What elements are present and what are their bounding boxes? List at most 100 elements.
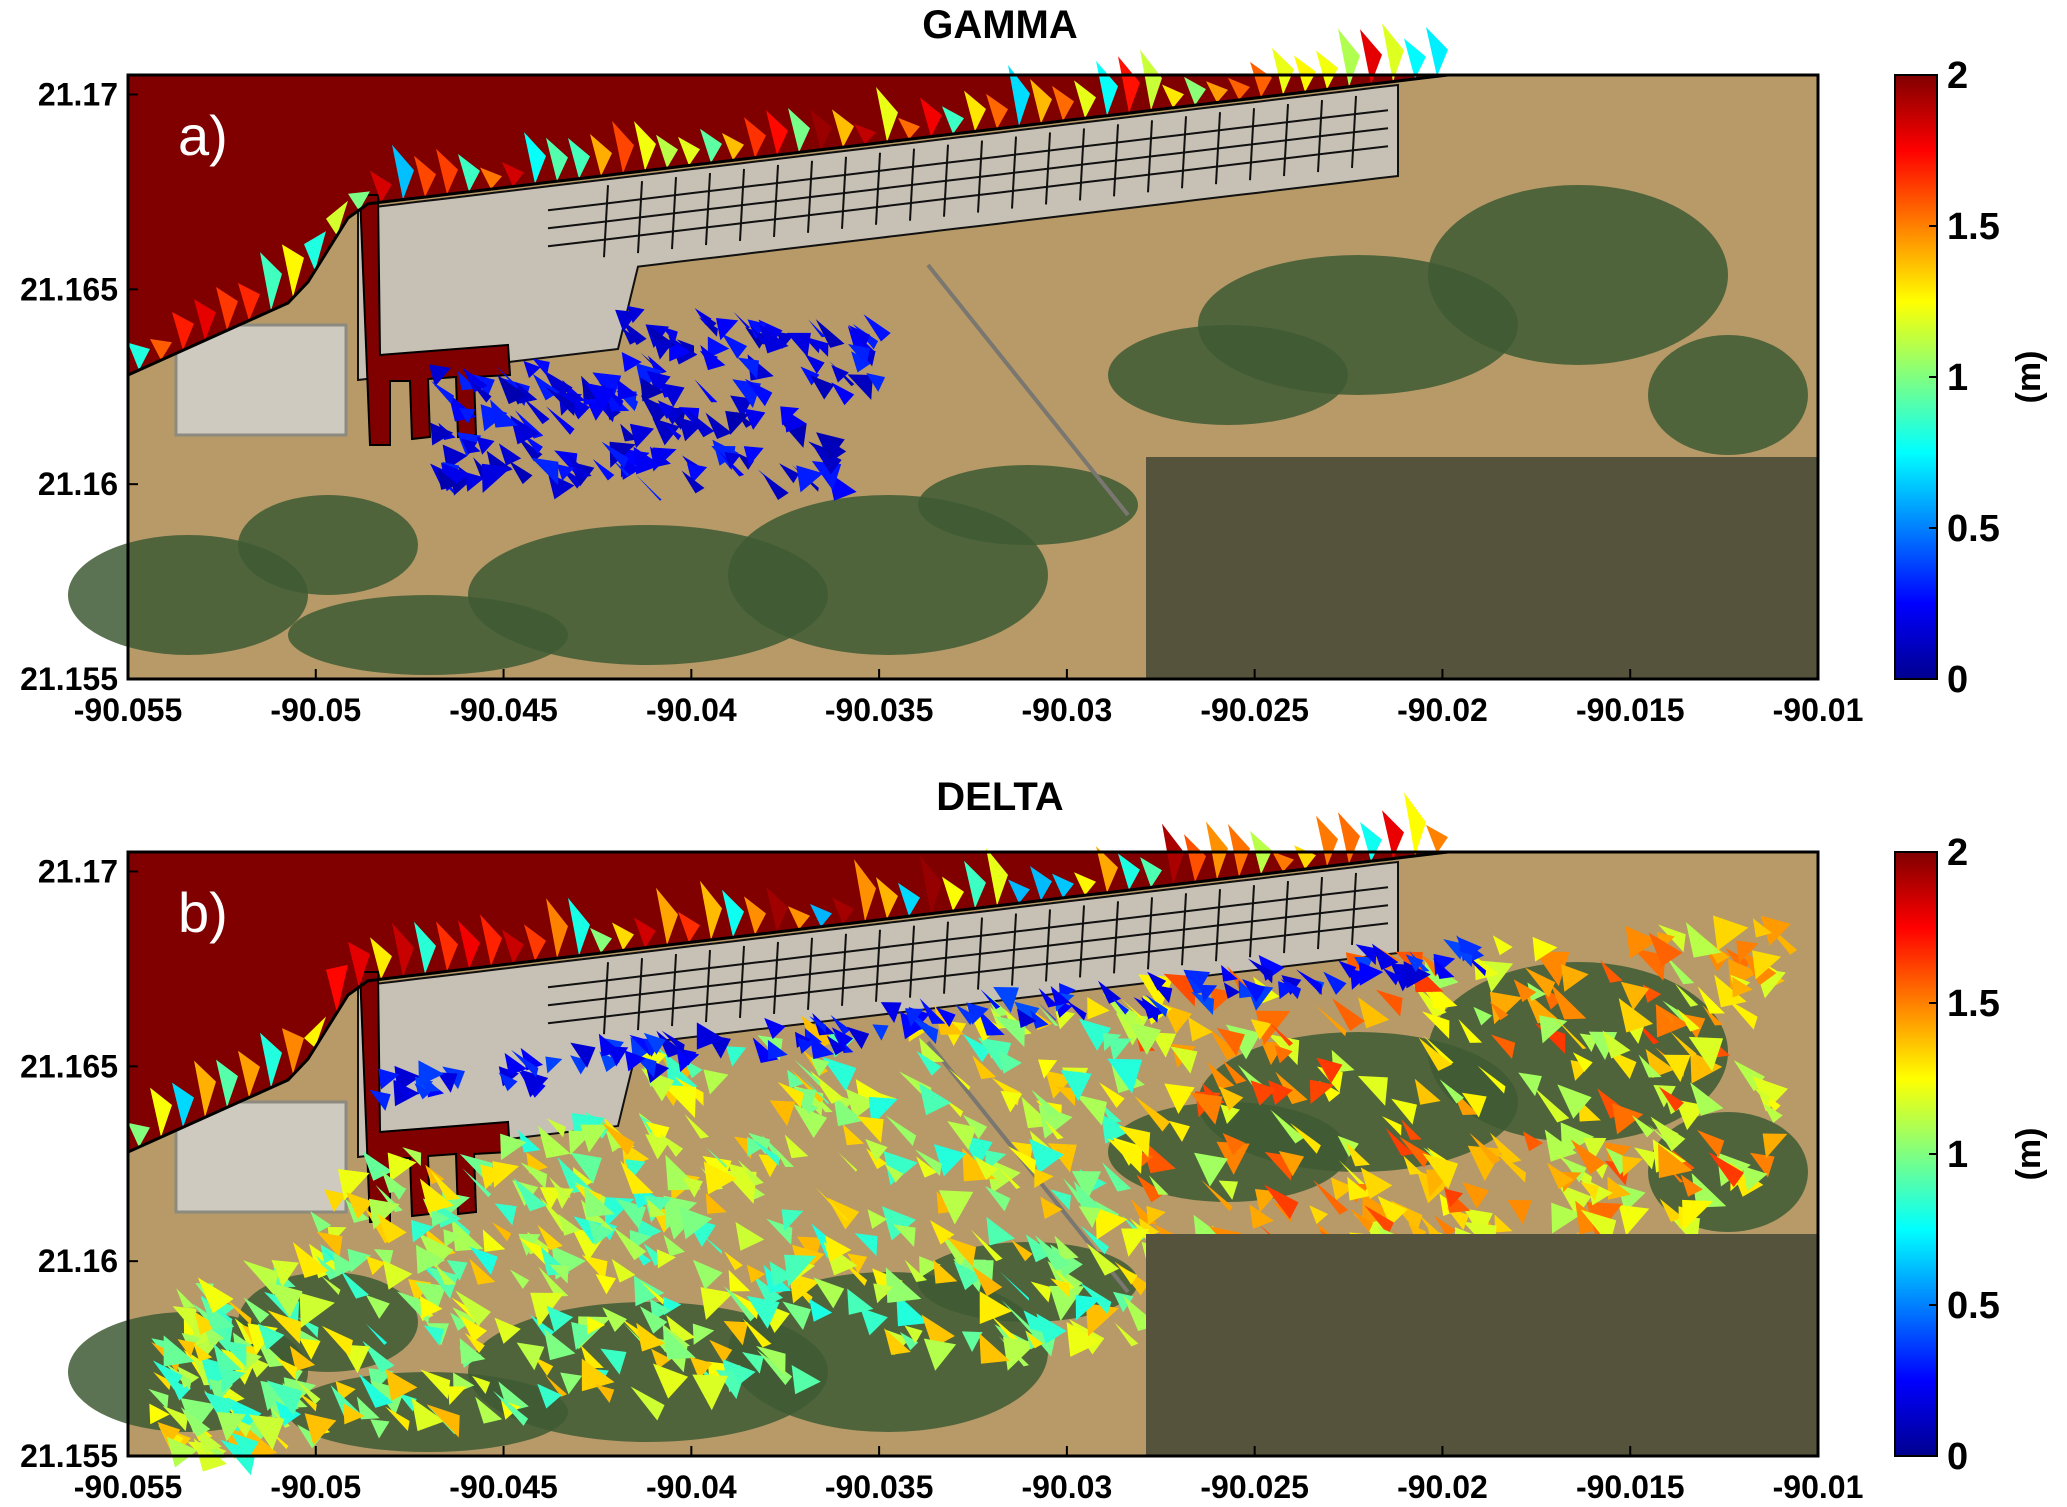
flood-cell (378, 1068, 400, 1090)
flood-cell (492, 1161, 520, 1188)
y-tick-label: 21.16 (38, 1243, 118, 1279)
flood-cell (1513, 979, 1537, 1003)
flood-cell (411, 1219, 434, 1243)
flood-cell (340, 1270, 369, 1299)
flood-cell (260, 1032, 282, 1088)
street (547, 127, 1389, 230)
flood-cell (1223, 982, 1241, 999)
flood-cell (583, 1186, 615, 1218)
flood-cell (898, 117, 920, 140)
flood-cell (1140, 857, 1162, 888)
flood-cell (645, 1134, 671, 1160)
x-tick-label: -90.045 (449, 1469, 558, 1505)
flood-cell (532, 358, 550, 376)
flood-cell (1663, 1054, 1691, 1083)
flood-cell (402, 1147, 422, 1167)
flood-cell (153, 1372, 172, 1391)
flood-cell (419, 1178, 454, 1213)
flood-cell (1008, 879, 1030, 904)
flood-cell (362, 1340, 395, 1373)
flood-cell (464, 1332, 485, 1354)
flood-cell (1489, 1132, 1522, 1165)
flood-cell (914, 1149, 942, 1177)
flood-cell (692, 1374, 728, 1411)
flood-cell (502, 929, 524, 964)
flood-cell (703, 1161, 737, 1195)
flood-cell (490, 399, 519, 428)
flood-cell (1209, 1028, 1241, 1060)
flood-cell (1220, 1104, 1240, 1124)
flood-cell (1364, 1205, 1394, 1235)
flood-cell (260, 252, 282, 311)
flood-cell (1742, 1165, 1768, 1192)
flood-cell (847, 374, 873, 400)
flood-cell (1044, 1120, 1064, 1140)
flood-cell (1309, 1205, 1329, 1225)
flood-cell (845, 1088, 877, 1120)
flood-cell (177, 1366, 200, 1389)
flood-cell (611, 458, 630, 477)
flood-cell (1268, 1080, 1293, 1105)
flood-cell (460, 1315, 488, 1343)
flood-cell (1658, 1086, 1684, 1112)
flood-cell (365, 1295, 390, 1319)
flood-cell (830, 1014, 851, 1035)
flood-cell (1659, 1198, 1684, 1222)
flood-cell (1255, 1010, 1291, 1046)
flood-cell (321, 1325, 353, 1357)
flood-cell (653, 339, 674, 360)
flood-cell (971, 1265, 1003, 1297)
flood-cell (504, 1052, 527, 1076)
flood-cell (152, 1360, 183, 1390)
flood-cell (884, 1328, 911, 1355)
flood-cell (1085, 1303, 1119, 1337)
flood-cell (942, 876, 964, 911)
x-tick-label: -90.045 (449, 692, 558, 728)
flood-cell (661, 1030, 685, 1054)
flood-cell (157, 1422, 181, 1445)
coastline (127, 850, 1449, 1154)
colorbar-tick-label: 1 (1947, 1134, 1968, 1176)
flood-cell (1648, 1124, 1672, 1148)
flood-cell (1658, 1143, 1693, 1179)
flood-cell (1250, 61, 1272, 98)
flood-cell (809, 1298, 833, 1322)
flood-cell (621, 351, 642, 373)
flood-cell (1426, 824, 1448, 854)
flood-cell (933, 1259, 958, 1284)
flood-cell (1049, 1285, 1085, 1321)
flood-cell (634, 917, 656, 948)
flood-cell (1184, 76, 1206, 106)
flood-cell (267, 1310, 302, 1344)
flood-cell (530, 1292, 565, 1327)
flood-cell (700, 880, 722, 940)
flood-cell (459, 1338, 486, 1364)
flood-cell (854, 859, 876, 922)
masked-box (1146, 1234, 1818, 1456)
flood-cell (1264, 1184, 1299, 1220)
flood-cell (1128, 1021, 1162, 1055)
flood-cell (866, 373, 886, 392)
flood-cell (679, 1206, 713, 1240)
flood-cell (612, 922, 634, 951)
flood-cell (166, 1436, 198, 1468)
flood-cell (524, 924, 546, 961)
flood-cell (369, 1089, 391, 1111)
flood-cell (899, 1331, 919, 1351)
flood-cell (1691, 1172, 1727, 1208)
flood-cell (993, 987, 1019, 1013)
flood-cell (531, 457, 559, 485)
flood-cell (1052, 873, 1074, 898)
flood-cell (1463, 1208, 1493, 1238)
flood-cell (905, 1008, 924, 1027)
flood-cell (970, 1151, 1002, 1184)
flood-cell (459, 407, 476, 424)
flood-cell (646, 370, 671, 395)
flood-cell (442, 444, 468, 470)
flood-cell (892, 1224, 916, 1248)
flood-cell (1163, 973, 1197, 1007)
flood-cell (1162, 84, 1184, 108)
flood-cell (1050, 985, 1071, 1006)
street (547, 904, 1389, 1007)
masked-box (1146, 457, 1818, 679)
